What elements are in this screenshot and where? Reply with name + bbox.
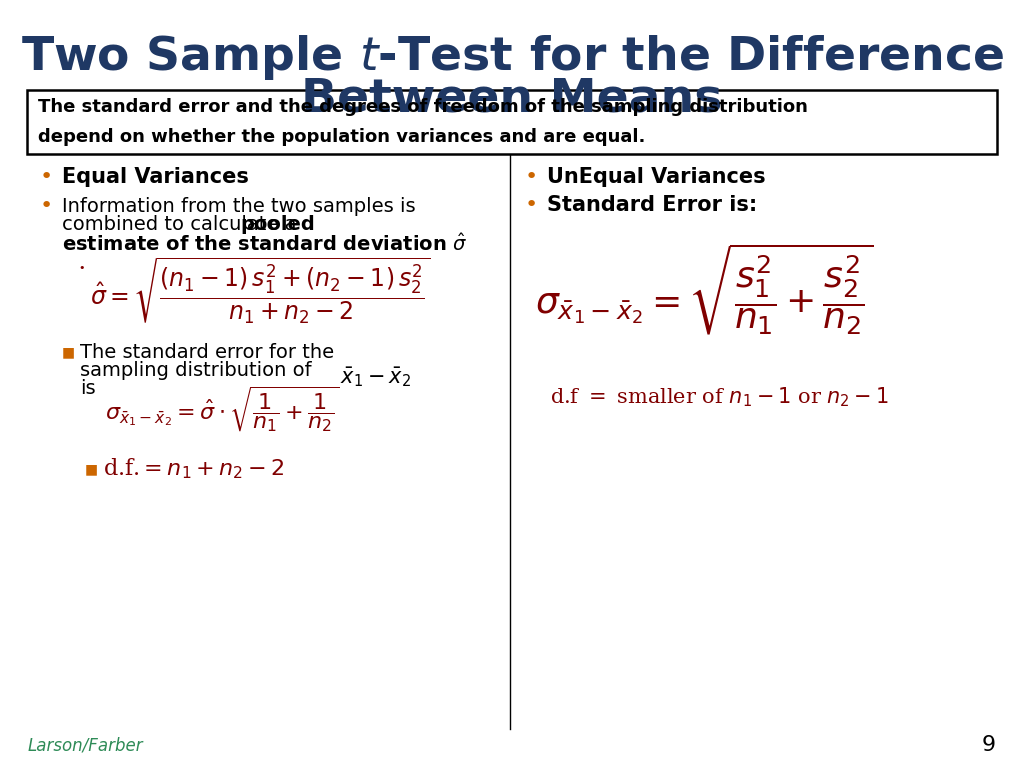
Text: 9: 9	[982, 735, 996, 755]
Text: sampling distribution of: sampling distribution of	[80, 361, 311, 380]
Text: The standard error for the: The standard error for the	[80, 343, 334, 361]
Text: Larson/Farber: Larson/Farber	[28, 736, 143, 754]
Text: Information from the two samples is: Information from the two samples is	[62, 196, 416, 216]
Text: d.f.$=n_1+n_2-2$: d.f.$=n_1+n_2-2$	[103, 456, 285, 482]
Text: •: •	[525, 195, 539, 215]
Text: $\sigma_{\bar{x}_1-\bar{x}_2} = \sqrt{\dfrac{s_1^2}{n_1}+\dfrac{s_2^2}{n_2}}$: $\sigma_{\bar{x}_1-\bar{x}_2} = \sqrt{\d…	[535, 242, 873, 337]
Text: Standard Error is:: Standard Error is:	[547, 195, 758, 215]
Text: $\bar{x}_1 - \bar{x}_2$: $\bar{x}_1 - \bar{x}_2$	[340, 365, 411, 389]
Text: ■: ■	[85, 462, 98, 476]
Text: estimate of the standard deviation $\hat{\sigma}$: estimate of the standard deviation $\hat…	[62, 233, 468, 255]
Text: UnEqual Variances: UnEqual Variances	[547, 167, 766, 187]
Text: pooled: pooled	[240, 216, 314, 235]
Text: depend on whether the population variances and are equal.: depend on whether the population varianc…	[38, 128, 645, 146]
FancyBboxPatch shape	[27, 90, 997, 154]
Text: d.f $=$ smaller of $n_1-1$ or $n_2-1$: d.f $=$ smaller of $n_1-1$ or $n_2-1$	[550, 385, 889, 409]
Text: combined to calculate a: combined to calculate a	[62, 216, 303, 235]
Text: •: •	[40, 167, 53, 187]
Text: $\hat{\sigma} = \sqrt{\dfrac{(n_1-1)\,s_1^2+(n_2-1)\,s_2^2}{n_1+n_2-2}}$: $\hat{\sigma} = \sqrt{\dfrac{(n_1-1)\,s_…	[90, 255, 431, 326]
Text: •: •	[78, 263, 85, 273]
Text: Equal Variances: Equal Variances	[62, 167, 249, 187]
Text: Two Sample $\mathit{t}$-Test for the Difference: Two Sample $\mathit{t}$-Test for the Dif…	[20, 32, 1004, 81]
Text: ■: ■	[62, 345, 75, 359]
Text: Between Means: Between Means	[301, 77, 723, 121]
Text: is: is	[80, 380, 95, 399]
Text: •: •	[40, 196, 53, 216]
Text: $\sigma_{\bar{x}_1-\bar{x}_2} = \hat{\sigma}\cdot\sqrt{\dfrac{1}{n_1}+\dfrac{1}{: $\sigma_{\bar{x}_1-\bar{x}_2} = \hat{\si…	[105, 384, 340, 434]
Text: The standard error and the degrees of freedom of the sampling distribution: The standard error and the degrees of fr…	[38, 98, 808, 116]
Text: •: •	[525, 167, 539, 187]
